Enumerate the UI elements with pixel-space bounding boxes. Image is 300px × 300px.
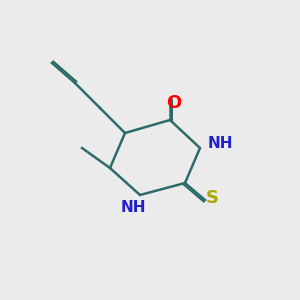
Text: NH: NH — [120, 200, 146, 215]
Text: NH: NH — [208, 136, 233, 151]
Text: O: O — [167, 94, 182, 112]
Text: S: S — [206, 189, 218, 207]
